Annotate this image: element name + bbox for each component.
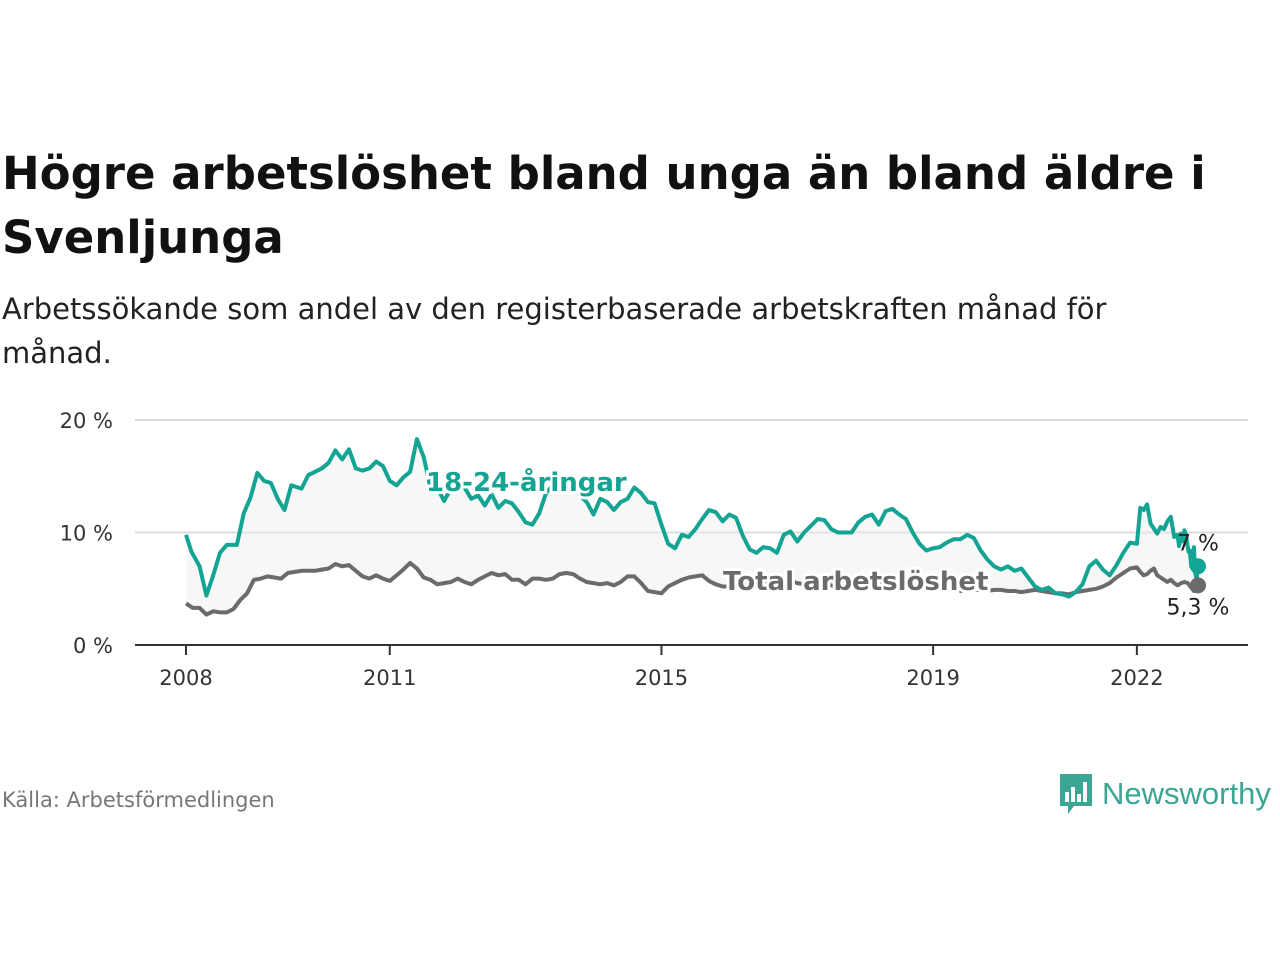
- x-tick-label: 2022: [1110, 666, 1163, 690]
- series-line-youth: [184, 437, 1200, 599]
- chart-title: Högre arbetslöshet bland unga än bland ä…: [2, 147, 1206, 264]
- y-tick-label: 20 %: [60, 409, 113, 433]
- bar-chart-icon: [1060, 774, 1092, 814]
- brand-name: Newsworthy: [1102, 776, 1271, 811]
- x-tick-label: 2011: [363, 666, 416, 690]
- y-axis-labels: 0 % 10 % 20 %: [60, 409, 113, 658]
- series-label-youth: 18-24-åringar: [426, 466, 627, 498]
- source-note: Källa: Arbetsförmedlingen: [2, 788, 275, 812]
- y-tick-label: 10 %: [60, 522, 113, 546]
- line-chart: 0 % 10 % 20 % 2008 2011 2015 2019 2022 18-24-å…: [60, 409, 1248, 690]
- end-marker-total: [1190, 577, 1206, 594]
- end-label-total: 5,3 %: [1167, 595, 1230, 620]
- x-tick-label: 2015: [635, 666, 688, 690]
- chart-subtitle: Arbetssökande som andel av den registerb…: [2, 292, 1107, 370]
- series-label-total: Total arbetslöshet: [723, 567, 988, 597]
- x-tick-label: 2019: [906, 666, 959, 690]
- gap-band: [186, 439, 1198, 615]
- end-label-youth: 7 %: [1177, 531, 1219, 556]
- x-axis: 2008 2011 2015 2019 2022: [135, 644, 1248, 690]
- end-marker-youth: [1190, 558, 1206, 575]
- y-tick-label: 0 %: [73, 634, 113, 658]
- brand-logo: Newsworthy: [1058, 772, 1271, 816]
- series-line-total: [184, 560, 1200, 617]
- x-tick-label: 2008: [159, 666, 212, 690]
